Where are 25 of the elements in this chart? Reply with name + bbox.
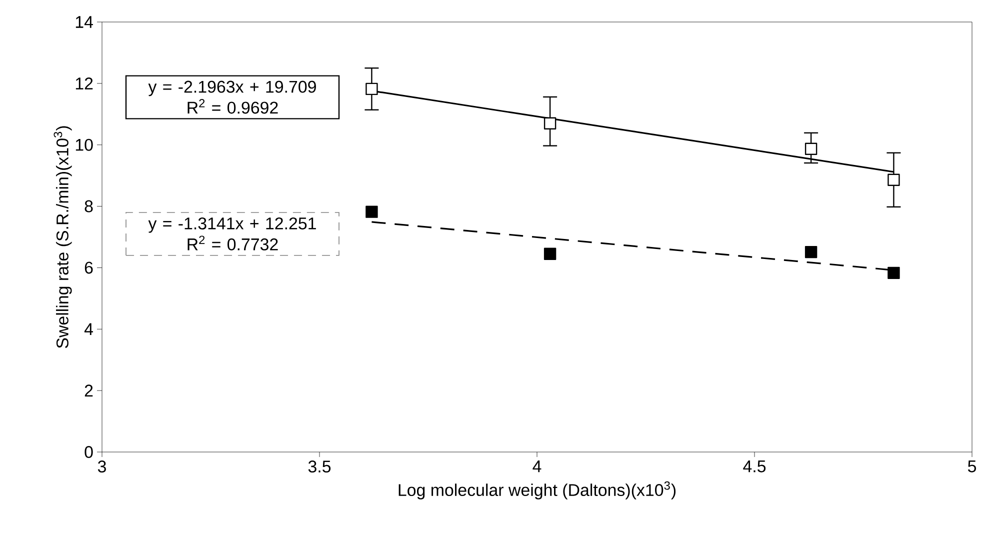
x-tick-label: 5 (968, 460, 976, 472)
y-tick-label: 14 (76, 16, 93, 28)
point (888, 174, 900, 186)
y-tick-label: 2 (84, 384, 93, 396)
y-tick-label: 4 (84, 323, 93, 335)
point (366, 82, 378, 96)
point (888, 266, 900, 280)
annotation: y = -2.1963x + 19.709 R$^{2}$ = 0.9692 (148, 80, 316, 114)
y-tick-label: 8 (84, 200, 93, 212)
x-tick-label: 3 (98, 460, 106, 473)
y-tick-label: 12 (76, 78, 93, 90)
x-tick-label: 3.5 (308, 460, 331, 473)
annotation: y = -1.3141x + 12.251 R$^{2}$ = 0.7732 (148, 217, 316, 250)
x-tick-label: 4 (532, 460, 542, 472)
point (804, 142, 818, 155)
y-tick-label: 0 (84, 446, 93, 458)
point (366, 206, 378, 218)
x-axis-title: Log molecular weight (Daltons)(x10$^{3}$) (398, 481, 676, 500)
point (804, 246, 818, 258)
y-tick-label: 6 (84, 262, 93, 274)
point (544, 248, 556, 260)
x-tick-label: 4.5 (743, 460, 766, 472)
y-tick-label: 10 (76, 138, 93, 151)
y-axis-title: Swelling rate (S.R./min)(x10$^{3}$) (54, 126, 72, 348)
point (544, 117, 556, 130)
